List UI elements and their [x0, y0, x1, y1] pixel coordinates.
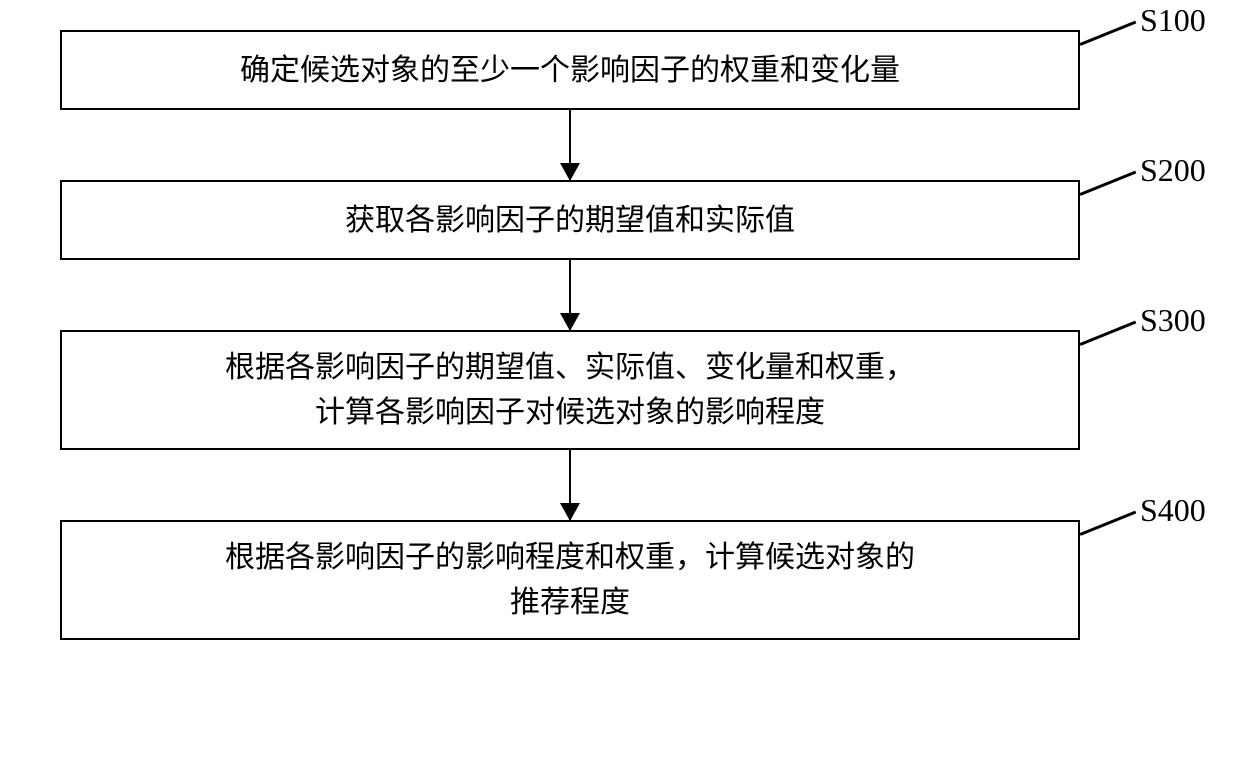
arrow-shape: [569, 110, 572, 180]
step-box-s300: 根据各影响因子的期望值、实际值、变化量和权重， 计算各影响因子对候选对象的影响程…: [60, 330, 1080, 450]
flowchart-container: 确定候选对象的至少一个影响因子的权重和变化量 S100 获取各影响因子的期望值和…: [60, 30, 1180, 640]
connector-s400: [1080, 511, 1137, 536]
step-box-s400: 根据各影响因子的影响程度和权重，计算候选对象的 推荐程度: [60, 520, 1080, 640]
step-label-s400: S400: [1140, 492, 1206, 529]
step-text-s300-line2: 计算各影响因子对候选对象的影响程度: [315, 396, 825, 429]
step-label-s300: S300: [1140, 302, 1206, 339]
step-text-s100: 确定候选对象的至少一个影响因子的权重和变化量: [240, 48, 900, 93]
step-text-s400-line1: 根据各影响因子的影响程度和权重，计算候选对象的: [225, 541, 915, 574]
step-text-s400: 根据各影响因子的影响程度和权重，计算候选对象的 推荐程度: [225, 535, 915, 625]
step-text-s300: 根据各影响因子的期望值、实际值、变化量和权重， 计算各影响因子对候选对象的影响程…: [225, 345, 915, 435]
connector-s200: [1080, 171, 1137, 196]
step-text-s300-line1: 根据各影响因子的期望值、实际值、变化量和权重，: [225, 351, 915, 384]
step-box-s100: 确定候选对象的至少一个影响因子的权重和变化量: [60, 30, 1080, 110]
step-box-s200: 获取各影响因子的期望值和实际值: [60, 180, 1080, 260]
arrow-1-2: [60, 110, 1080, 180]
connector-s300: [1080, 321, 1137, 346]
arrow-3-4: [60, 450, 1080, 520]
step-text-s200: 获取各影响因子的期望值和实际值: [345, 198, 795, 243]
connector-s100: [1080, 21, 1137, 46]
arrow-2-3: [60, 260, 1080, 330]
step-label-s200: S200: [1140, 152, 1206, 189]
step-text-s400-line2: 推荐程度: [510, 586, 630, 619]
arrow-shape: [569, 260, 572, 330]
arrow-shape: [569, 450, 572, 520]
step-label-s100: S100: [1140, 2, 1206, 39]
